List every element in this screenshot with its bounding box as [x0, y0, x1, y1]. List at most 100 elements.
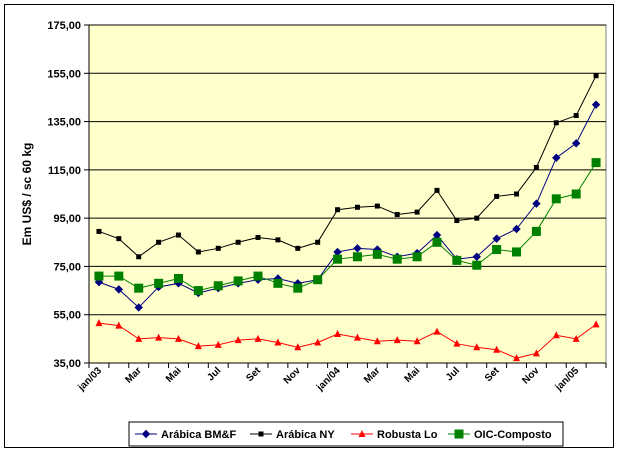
- data-point: [134, 303, 143, 312]
- data-point: [414, 209, 420, 215]
- legend-box: [128, 421, 564, 447]
- data-point: [254, 334, 262, 342]
- data-point: [592, 320, 600, 328]
- data-point: [513, 354, 521, 362]
- data-point: [313, 275, 323, 285]
- data-point: [531, 226, 541, 236]
- x-tick-label: Mar: [362, 365, 382, 385]
- series-2: [95, 319, 600, 362]
- legend-label: Arábica BM&F: [161, 429, 236, 441]
- data-point: [174, 334, 182, 342]
- legend-marker: [258, 431, 264, 437]
- legend: Arábica BM&F Arábica NY Robusta Lo OIC-Comp…: [128, 421, 564, 447]
- data-point: [335, 207, 341, 213]
- data-point: [512, 247, 522, 257]
- data-point: [213, 281, 223, 291]
- data-point: [214, 340, 222, 348]
- data-point: [315, 239, 321, 245]
- data-point: [352, 252, 362, 262]
- data-point: [273, 278, 283, 288]
- data-point: [274, 338, 282, 346]
- data-point: [413, 337, 421, 345]
- data-point: [551, 194, 561, 204]
- data-point: [533, 164, 539, 170]
- data-point: [532, 199, 541, 208]
- data-point: [412, 252, 422, 262]
- data-point: [294, 343, 302, 351]
- data-point: [95, 319, 103, 327]
- data-point: [571, 189, 581, 199]
- data-point: [175, 232, 181, 238]
- y-axis-title: Em US$ / sc 60 kg: [20, 143, 34, 246]
- x-tick-label: Mai: [403, 365, 423, 385]
- data-point: [233, 276, 243, 286]
- data-point: [194, 342, 202, 350]
- data-point: [253, 271, 263, 281]
- data-point: [452, 255, 462, 265]
- plot-background: [88, 24, 607, 364]
- data-point: [156, 239, 162, 245]
- data-point: [372, 249, 382, 259]
- legend-marker: [141, 429, 151, 439]
- legend-marker: [454, 429, 464, 439]
- data-point: [96, 228, 102, 234]
- y-tick-label: 135,00: [47, 117, 81, 129]
- data-point: [353, 244, 362, 253]
- data-point: [472, 260, 482, 270]
- y-tick-label: 115,00: [48, 165, 81, 177]
- legend-label: OIC-Composto: [474, 429, 552, 441]
- data-point: [234, 336, 242, 344]
- legend-label: Arábica NY: [276, 429, 335, 441]
- data-point: [373, 337, 381, 345]
- data-point: [492, 234, 501, 243]
- y-tick-label: 155,00: [47, 68, 81, 80]
- data-point: [314, 338, 322, 346]
- data-point: [173, 274, 183, 283]
- x-tick-label: Set: [483, 365, 502, 384]
- data-point: [571, 139, 581, 148]
- data-point: [473, 343, 481, 351]
- y-tick-label: 175,00: [47, 20, 81, 32]
- data-point: [591, 158, 601, 168]
- x-tick-label: Set: [244, 365, 263, 384]
- data-point: [532, 349, 540, 357]
- data-point: [573, 113, 579, 119]
- data-point: [114, 271, 124, 281]
- series-line: [98, 322, 597, 359]
- x-tick-label: Mai: [164, 365, 184, 385]
- data-point: [494, 193, 500, 199]
- data-point: [433, 327, 441, 335]
- data-point: [552, 153, 561, 162]
- data-point: [333, 254, 343, 264]
- y-tick-label: 35,00: [53, 358, 81, 370]
- data-point: [136, 254, 142, 260]
- data-point: [354, 204, 360, 210]
- data-point: [115, 321, 123, 329]
- series-line: [98, 75, 597, 258]
- data-point: [593, 73, 599, 79]
- data-point: [493, 345, 501, 353]
- y-tick-label: 75,00: [53, 261, 81, 273]
- series-3: [94, 158, 601, 296]
- data-point: [392, 254, 402, 264]
- data-point: [374, 203, 380, 209]
- data-point: [432, 237, 442, 247]
- data-point: [134, 283, 144, 293]
- series-1: [96, 73, 599, 260]
- data-point: [512, 224, 521, 234]
- data-point: [591, 100, 601, 109]
- series-line: [98, 104, 597, 309]
- data-point: [215, 245, 221, 251]
- x-tick-label: jan/04: [314, 365, 343, 394]
- data-point: [453, 339, 461, 347]
- data-point: [195, 249, 201, 255]
- x-tick-label: Nov: [282, 365, 303, 386]
- data-point: [393, 336, 401, 344]
- data-point: [295, 245, 301, 251]
- data-point: [193, 286, 203, 296]
- data-point: [394, 212, 400, 218]
- data-point: [275, 237, 281, 243]
- data-point: [552, 331, 560, 339]
